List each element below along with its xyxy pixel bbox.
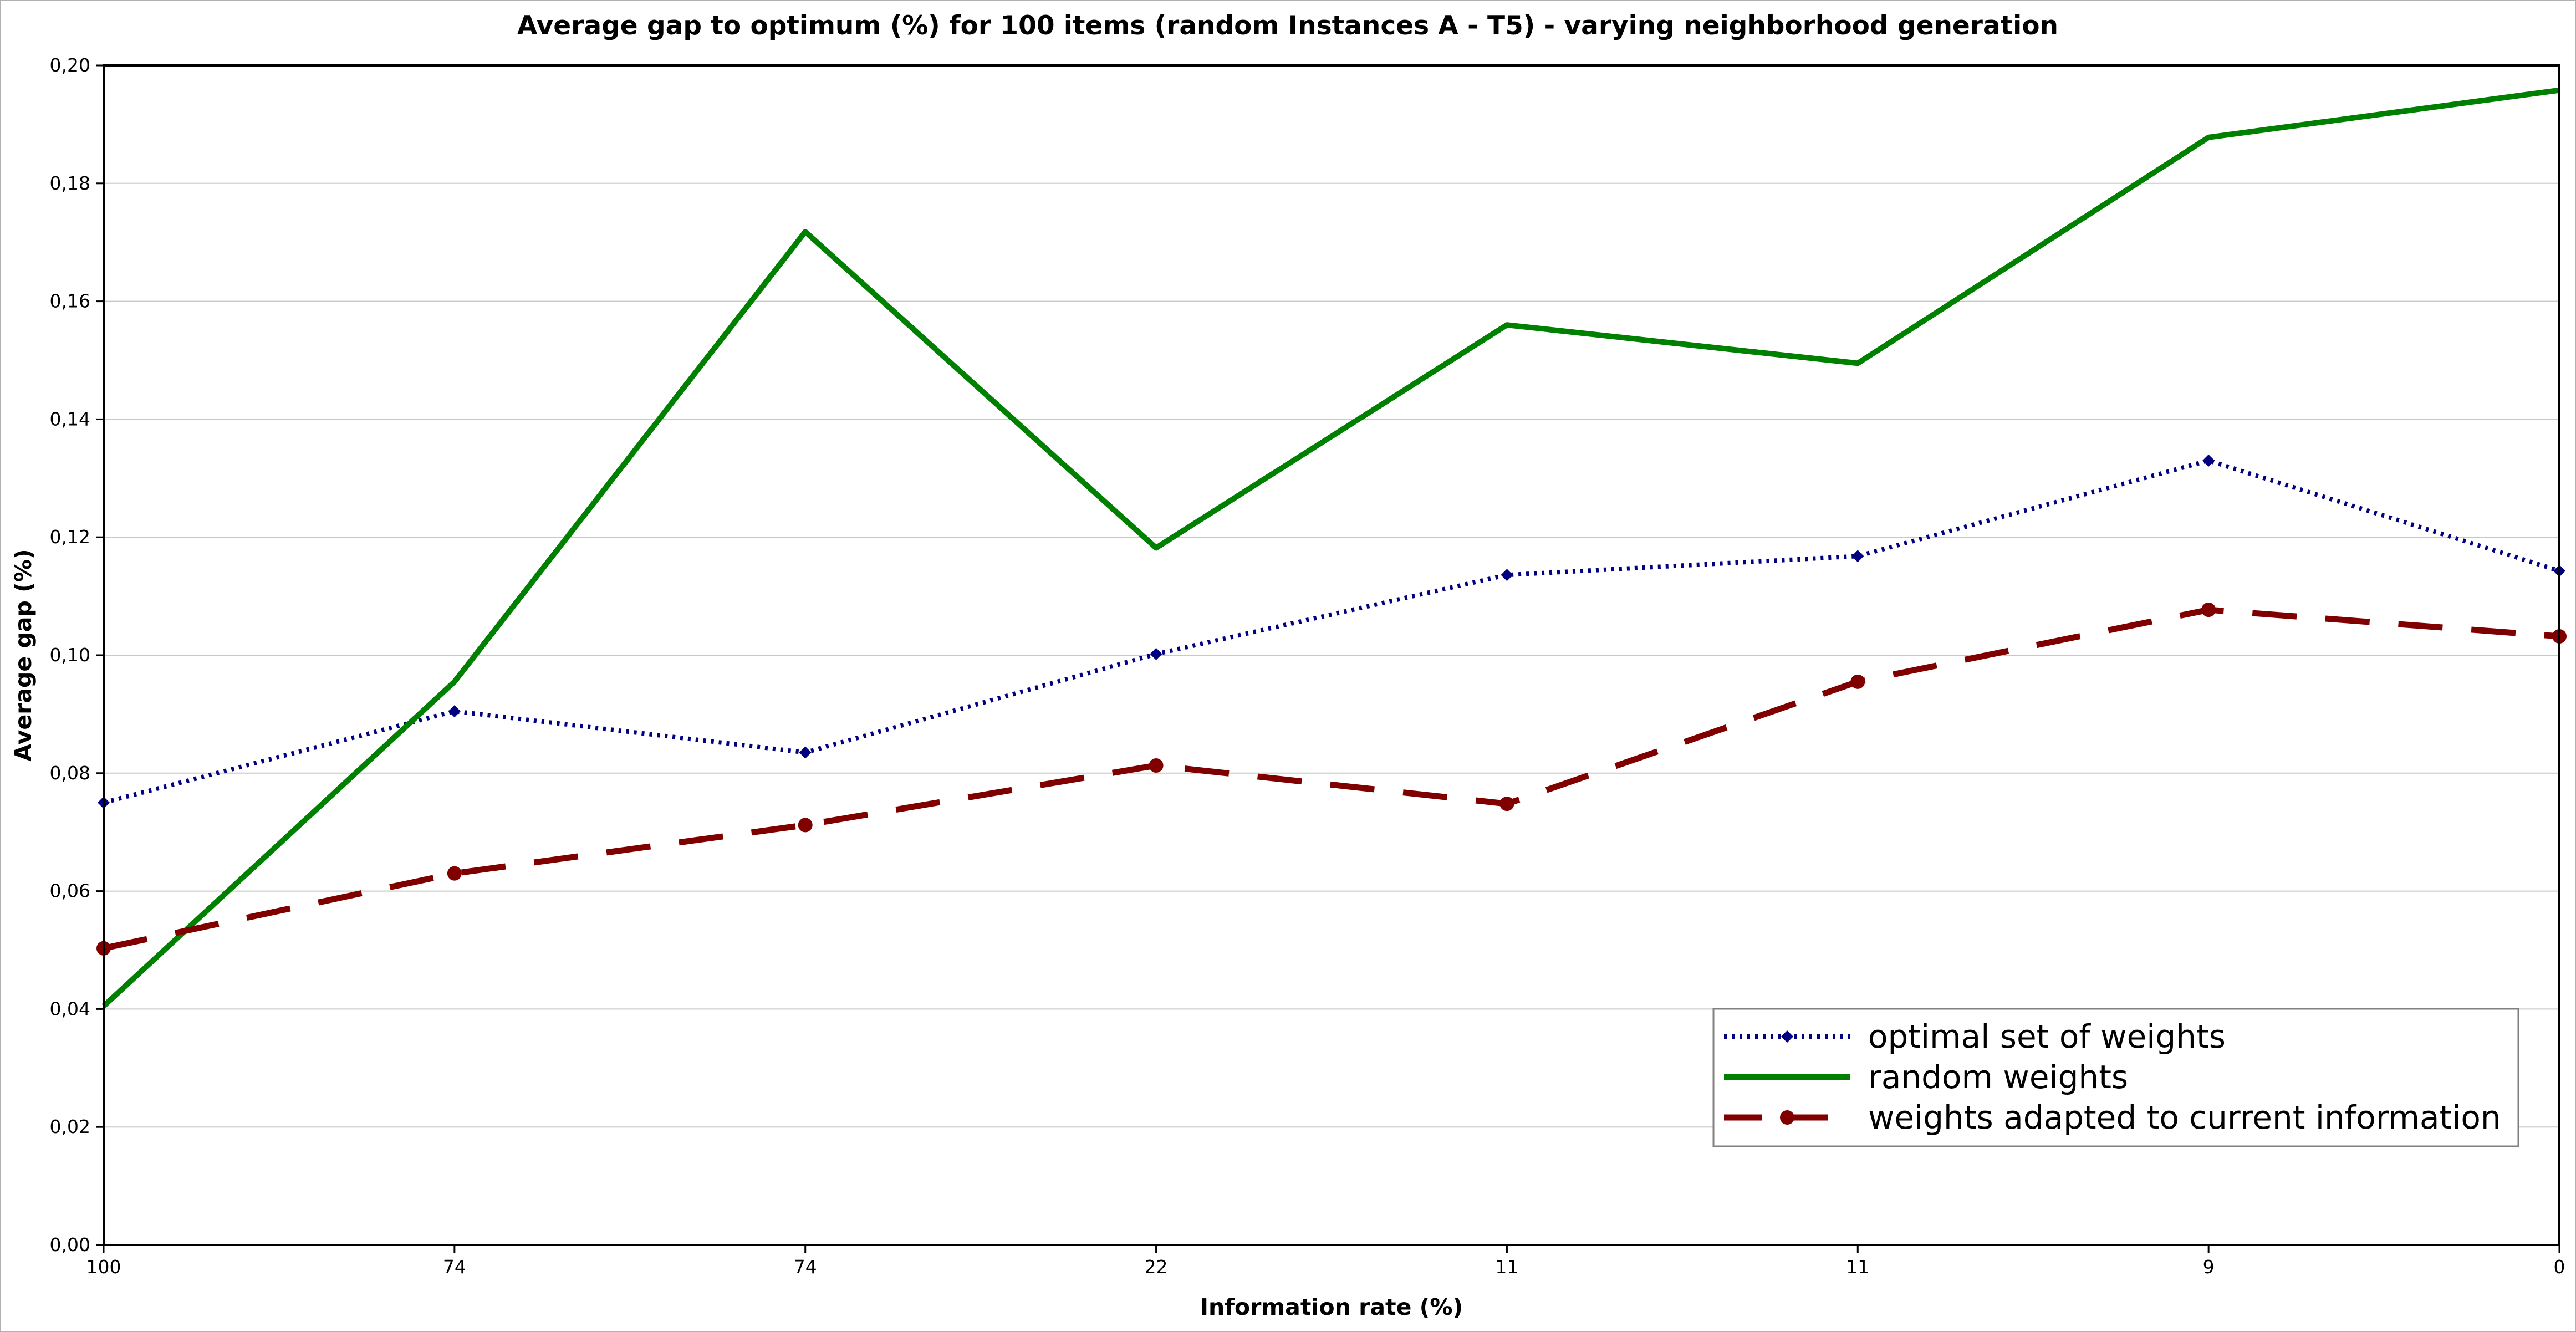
series-line — [103, 458, 2560, 805]
data-point — [799, 746, 812, 759]
series-1 — [101, 87, 2560, 1008]
x-tick-label: 11 — [1495, 1256, 1518, 1278]
data-point — [1850, 674, 1865, 689]
data-point — [448, 705, 461, 718]
data-point — [1149, 758, 1164, 773]
y-tick-label: 0,00 — [50, 1234, 90, 1256]
data-point — [447, 866, 462, 881]
y-axis-title: Average gap (%) — [10, 549, 37, 761]
series-0 — [98, 454, 2565, 809]
legend-marker — [1780, 1110, 1794, 1125]
data-point — [2201, 603, 2216, 617]
y-tick-label: 0,04 — [50, 998, 90, 1019]
series-line — [101, 87, 2560, 1008]
legend-entry: weights adapted to current information — [1724, 1099, 2501, 1136]
y-tick-label: 0,16 — [50, 290, 90, 312]
y-tick-label: 0,08 — [50, 762, 90, 784]
y-tick-label: 0,12 — [50, 526, 90, 548]
y-tick-label: 0,20 — [50, 54, 90, 76]
x-axis-title: Information rate (%) — [1200, 1294, 1463, 1320]
legend-entry: optimal set of weights — [1724, 1018, 2226, 1055]
y-tick-label: 0,06 — [50, 880, 90, 902]
x-tick-label: 9 — [2203, 1256, 2215, 1278]
data-point — [1851, 550, 1864, 563]
y-tick-label: 0,14 — [50, 408, 90, 430]
x-tick-label: 0 — [2554, 1256, 2565, 1278]
x-tick-label: 100 — [86, 1256, 121, 1278]
x-tick-label: 11 — [1846, 1256, 1869, 1278]
data-point — [1499, 797, 1514, 812]
legend-label: optimal set of weights — [1868, 1018, 2226, 1055]
y-tick-label: 0,10 — [50, 644, 90, 666]
series-line — [103, 606, 2560, 952]
y-axis: 0,00 0,02 0,04 0,06 0,08 0,10 0,12 0,14 0,16 0,18… — [50, 54, 104, 1256]
x-tick-label: 22 — [1145, 1256, 1168, 1278]
x-axis: 100 74 74 22 11 11 9 0 — [86, 1245, 2565, 1278]
data-point — [1150, 647, 1162, 660]
x-tick-label: 74 — [443, 1256, 466, 1278]
data-point — [1501, 569, 1513, 581]
y-tick-label: 0,02 — [50, 1116, 90, 1137]
series-layer — [96, 87, 2567, 1008]
data-point — [798, 818, 813, 833]
chart-title: Average gap to optimum (%) for 100 items… — [517, 11, 2058, 41]
y-tick-label: 0,18 — [50, 172, 90, 194]
legend-marker — [1781, 1030, 1793, 1043]
x-tick-label: 74 — [794, 1256, 817, 1278]
legend-label: random weights — [1868, 1058, 2128, 1096]
legend-entry: random weights — [1724, 1058, 2128, 1096]
legend-label: weights adapted to current information — [1868, 1099, 2501, 1136]
data-point — [2202, 454, 2215, 467]
